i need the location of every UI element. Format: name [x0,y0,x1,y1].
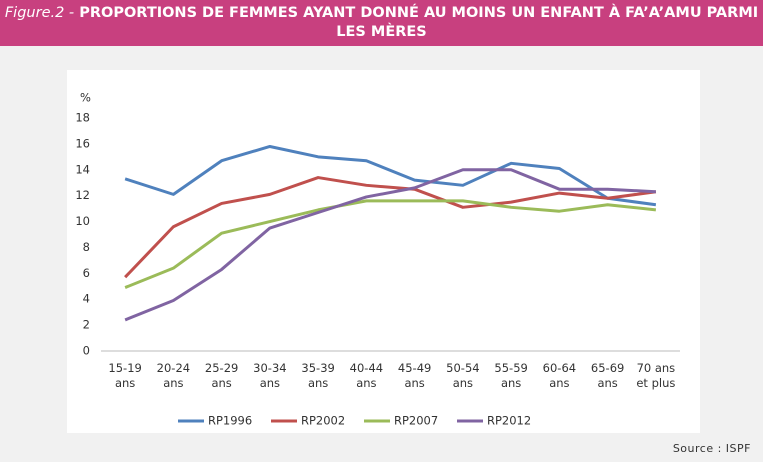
legend-label: RP2012 [487,414,531,428]
y-tick-label: 14 [75,162,90,176]
x-tick-label: 65-69 ans [590,361,625,390]
x-tick-label: 50-54 ans [446,361,480,390]
legend-label: RP1996 [208,414,252,428]
x-tick-label: 20-24 ans [156,361,191,390]
y-tick-label: 10 [75,214,90,228]
x-tick-label: 25-29 ans [204,361,239,390]
y-tick-label: 18 [75,111,90,125]
y-tick-label: 8 [83,240,90,254]
x-tick-label: 70 ans et plus [636,361,676,390]
x-tick-label: 45-49 ans [397,361,432,390]
y-tick-label: 4 [83,292,90,306]
x-tick-label: 30-34 ans [253,361,287,390]
legend-label: RP2007 [394,414,438,428]
line-series [124,199,657,289]
x-tick-label: 60-64 ans [542,361,577,390]
y-tick-label: 2 [83,318,90,332]
chart-panel [67,70,700,433]
y-axis-label: % [80,91,91,105]
y-tick-label: 16 [75,136,90,150]
header: Figure.2 - PROPORTIONS DE FEMMES AYANT D… [0,0,763,46]
source: Source : ISPF [672,442,751,455]
x-tick-label: 40-44 ans [349,361,384,390]
legend-label: RP2002 [301,414,345,428]
x-tick-label: 15-19 ans [108,361,142,390]
figure-label: Figure.2 - [4,5,75,21]
title: PROPORTIONS DE FEMMES AYANT DONNÉ AU MOI… [79,5,759,40]
y-tick-label: 12 [75,188,90,202]
y-tick-label: 6 [83,266,90,280]
line-series [124,176,657,279]
line-series [124,144,657,207]
x-tick-label: 35-39 ans [301,361,335,390]
line-series [124,168,656,322]
y-tick-label: 0 [83,344,90,358]
x-tick-label: 55-59 ans [494,361,528,390]
